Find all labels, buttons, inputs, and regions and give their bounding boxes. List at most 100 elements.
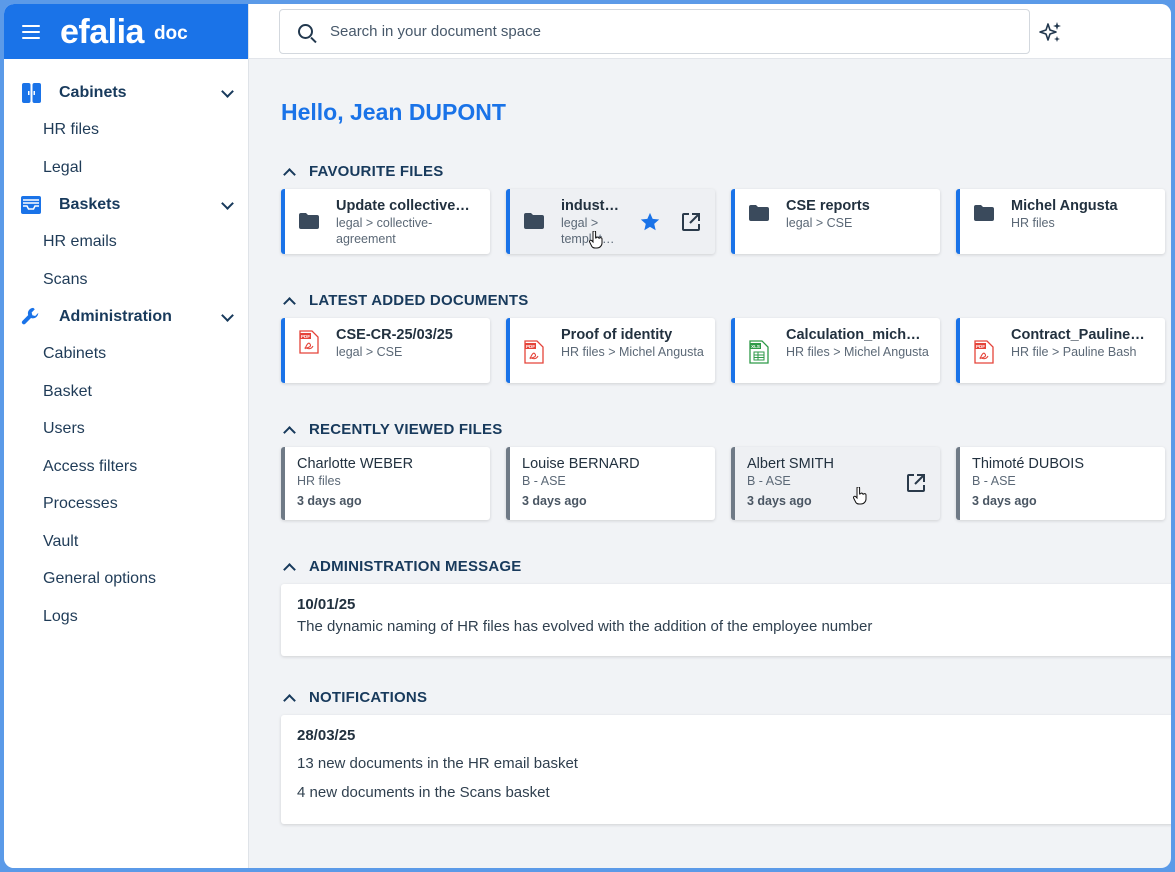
- chevron-down-icon[interactable]: [221, 308, 234, 322]
- card-date: 3 days ago: [297, 494, 362, 508]
- card-title: Calculation_mich…: [786, 327, 921, 343]
- section-favourite-files-header[interactable]: FAVOURITE FILES: [283, 163, 444, 181]
- search-box[interactable]: [279, 9, 1030, 54]
- star-icon[interactable]: [639, 211, 661, 233]
- cabinet-icon: [21, 83, 41, 103]
- chevron-up-icon: [283, 562, 296, 576]
- document-card[interactable]: PDF Proof of identity HR files > Michel A…: [506, 318, 715, 383]
- card-title: Thimoté DUBOIS: [972, 456, 1084, 472]
- sidebar-item-admin-basket[interactable]: Basket: [43, 382, 92, 400]
- favourite-files-list: Update collective… legal > collective-agr…: [281, 189, 1165, 254]
- card-title: CSE reports: [786, 198, 870, 214]
- chevron-up-icon: [283, 425, 296, 439]
- sidebar-section-label: Cabinets: [59, 84, 127, 101]
- notification-line: 4 new documents in the Scans basket: [297, 784, 550, 801]
- chevron-down-icon[interactable]: [221, 196, 234, 210]
- logo: efalia: [60, 12, 144, 51]
- inbox-tray-icon: [21, 195, 41, 215]
- recent-file-card[interactable]: Charlotte WEBER HR files 3 days ago: [281, 447, 490, 520]
- notification-date: 28/03/25: [297, 727, 356, 744]
- sidebar-section-administration[interactable]: Administration: [4, 299, 248, 335]
- recent-file-card[interactable]: Albert SMITH B - ASE 3 days ago: [731, 447, 940, 520]
- favourite-file-card[interactable]: CSE reports legal > CSE: [731, 189, 940, 254]
- card-path: HR files > Michel Angusta: [561, 345, 704, 359]
- sidebar-section-cabinets[interactable]: Cabinets: [4, 75, 248, 111]
- card-path: legal > CSE: [336, 345, 403, 359]
- section-latest-documents-header[interactable]: LATEST ADDED DOCUMENTS: [283, 292, 529, 310]
- search-icon: [298, 24, 313, 39]
- card-title: Contract_Pauline…: [1011, 327, 1145, 343]
- svg-text:XLS: XLS: [751, 344, 760, 349]
- folder-icon: [299, 213, 319, 229]
- card-path: B - ASE: [747, 474, 791, 488]
- logo-product: doc: [153, 23, 188, 44]
- card-date: 3 days ago: [522, 494, 587, 508]
- sidebar-item-hr-emails[interactable]: HR emails: [43, 233, 117, 250]
- folder-icon: [524, 213, 544, 229]
- folder-icon: [974, 205, 994, 221]
- card-path: HR files > Michel Angusta: [786, 345, 929, 359]
- favourite-file-card[interactable]: indust… legal > templat…: [506, 189, 715, 254]
- card-title: Michel Angusta: [1011, 198, 1118, 214]
- sidebar-item-admin-vault[interactable]: Vault: [43, 532, 79, 550]
- latest-documents-list: PDF CSE-CR-25/03/25 legal > CSE PDF Proof…: [281, 318, 1165, 383]
- favourite-file-card[interactable]: Update collective… legal > collective-agr…: [281, 189, 490, 254]
- sidebar: efalia doc Cabinets HR files Legal Baske…: [4, 4, 249, 868]
- document-card[interactable]: PDF CSE-CR-25/03/25 legal > CSE: [281, 318, 490, 383]
- folder-icon: [749, 205, 769, 221]
- chevron-up-icon: [283, 167, 296, 181]
- sidebar-section-label: Baskets: [59, 196, 121, 213]
- search-input[interactable]: [330, 23, 980, 40]
- sidebar-item-scans[interactable]: Scans: [43, 270, 88, 288]
- chevron-up-icon: [283, 296, 296, 310]
- card-path: B - ASE: [972, 474, 1016, 488]
- card-date: 3 days ago: [972, 494, 1037, 508]
- section-title: LATEST ADDED DOCUMENTS: [309, 292, 529, 309]
- message-date: 10/01/25: [297, 596, 356, 613]
- card-title: Proof of identity: [561, 327, 673, 343]
- card-title: CSE-CR-25/03/25: [336, 327, 453, 343]
- card-path: legal > CSE: [786, 216, 853, 230]
- sidebar-section-baskets[interactable]: Baskets: [4, 187, 248, 223]
- favourite-file-card[interactable]: Michel Angusta HR files: [956, 189, 1165, 254]
- sidebar-item-admin-users[interactable]: Users: [43, 420, 85, 437]
- sidebar-item-admin-processes[interactable]: Processes: [43, 495, 118, 512]
- pdf-file-icon: PDF: [299, 330, 319, 354]
- sidebar-item-admin-general-options[interactable]: General options: [43, 570, 156, 587]
- xls-file-icon: XLS: [749, 340, 769, 364]
- sidebar-item-admin-access-filters[interactable]: Access filters: [43, 457, 138, 475]
- section-admin-message-header[interactable]: ADMINISTRATION MESSAGE: [283, 558, 522, 576]
- chevron-up-icon: [283, 693, 296, 707]
- section-title: NOTIFICATIONS: [309, 689, 428, 706]
- main-content: Hello, Jean DUPONT FAVOURITE FILES Updat…: [249, 59, 1171, 868]
- section-recently-viewed-header[interactable]: RECENTLY VIEWED FILES: [283, 421, 502, 439]
- recent-file-card[interactable]: Thimoté DUBOIS B - ASE 3 days ago: [956, 447, 1165, 520]
- card-title: Update collective…: [336, 198, 470, 214]
- sidebar-item-admin-cabinets[interactable]: Cabinets: [43, 345, 107, 362]
- svg-text:PDF: PDF: [526, 344, 535, 349]
- brand-bar: efalia doc: [4, 4, 248, 59]
- hamburger-menu-icon[interactable]: [22, 24, 40, 39]
- recently-viewed-list: Charlotte WEBER HR files 3 days ago Louise…: [281, 447, 1165, 520]
- document-card[interactable]: PDF Contract_Pauline… HR file > Pauline B…: [956, 318, 1165, 383]
- sidebar-item-admin-logs[interactable]: Logs: [43, 607, 78, 625]
- document-card[interactable]: XLS Calculation_mich… HR files > Michel A…: [731, 318, 940, 383]
- card-path: legal > collective-agreement: [336, 216, 433, 246]
- ai-sparkle-icon[interactable]: [1038, 20, 1064, 46]
- sidebar-item-hr-files[interactable]: HR files: [43, 121, 100, 138]
- open-external-icon[interactable]: [681, 212, 701, 232]
- open-external-icon[interactable]: [906, 473, 926, 493]
- recent-file-card[interactable]: Louise BERNARD B - ASE 3 days ago: [506, 447, 715, 520]
- sidebar-item-legal[interactable]: Legal: [43, 158, 83, 176]
- card-title: indust…: [561, 198, 619, 214]
- section-title: FAVOURITE FILES: [309, 163, 444, 180]
- sidebar-section-label: Administration: [59, 308, 172, 325]
- app-window: efalia doc Cabinets HR files Legal Baske…: [4, 4, 1171, 868]
- section-notifications-header[interactable]: NOTIFICATIONS: [283, 689, 428, 707]
- wrench-icon: [21, 307, 41, 327]
- card-path: HR files: [297, 474, 341, 488]
- section-title: ADMINISTRATION MESSAGE: [309, 558, 522, 575]
- admin-message-box: 10/01/25 The dynamic naming of HR files …: [281, 584, 1171, 656]
- message-text: The dynamic naming of HR files has evolv…: [297, 618, 873, 635]
- chevron-down-icon[interactable]: [221, 84, 234, 98]
